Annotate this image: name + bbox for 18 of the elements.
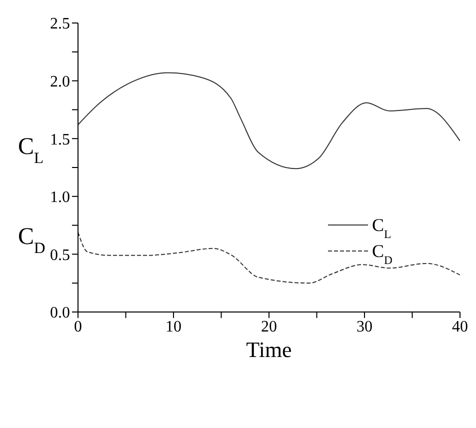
y-tick-label: 2.0 <box>50 73 70 90</box>
x-axis-title: Time <box>246 337 292 362</box>
x-tick-label: 0 <box>74 318 82 336</box>
x-tick-label: 40 <box>452 318 468 336</box>
text: C$_{D}$ <box>18 224 46 256</box>
legend-label: C$_{L}$ <box>372 215 392 240</box>
line-series <box>78 72 460 170</box>
y-tick-label: 1.5 <box>50 131 70 148</box>
y-tick-label: 0.0 <box>50 304 70 322</box>
y-tick-label: 2.5 <box>50 16 70 33</box>
x-tick-label: 20 <box>261 318 277 336</box>
x-tick-label: 30 <box>356 318 372 336</box>
y-tick-label: 1.0 <box>50 189 70 206</box>
y-tick-label: 0.5 <box>50 246 70 264</box>
x-tick-label: 10 <box>166 318 182 336</box>
legend-label: C$_{D}$ <box>372 241 392 266</box>
y-axis-title: C$_{L}$ <box>18 134 44 167</box>
line-series <box>78 232 460 284</box>
